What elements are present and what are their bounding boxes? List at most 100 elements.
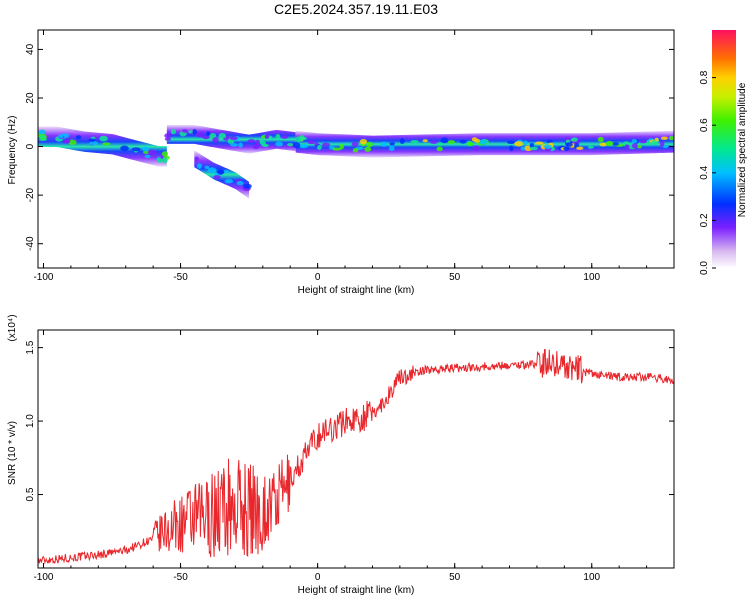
spectrogram-hotspot <box>181 129 188 133</box>
spectrogram-hotspot <box>380 141 388 147</box>
spectrogram-hotspot <box>59 133 64 139</box>
spectrogram-hotspot <box>534 141 544 145</box>
y-tick-label: 0 <box>25 143 36 149</box>
spectrogram-hotspot <box>227 139 235 144</box>
spectrogram-hotspot <box>194 156 199 162</box>
spectrogram-hotspot <box>429 140 438 144</box>
spectrogram-hotspot <box>120 145 129 151</box>
spectrogram-hotspot <box>364 146 372 152</box>
spectrogram-hotspot <box>299 144 309 149</box>
spectrogram-hotspot <box>131 147 141 152</box>
colorbar-tick-label: 0.0 <box>699 261 710 275</box>
spectrogram-hotspot <box>224 179 234 184</box>
spectrogram-hotspot <box>529 146 538 151</box>
spectrogram-hotspot <box>651 140 658 145</box>
spectrogram-hotspot <box>217 169 225 175</box>
colorbar: 0.0 0.2 0.4 0.6 0.8 Normalized spectral ampl… <box>699 30 748 275</box>
spectrogram-hotspot <box>447 140 456 144</box>
spectrogram-hotspot <box>352 148 359 153</box>
spectrogram-hotspot <box>639 139 647 144</box>
x-tick-label: 50 <box>449 272 461 283</box>
spectrogram-hotspot <box>263 143 269 148</box>
spectrogram-hotspot <box>322 142 330 147</box>
spectrogram-hotspot <box>466 141 474 147</box>
spectrogram-hotspot <box>102 142 111 146</box>
x-tick-label: 100 <box>583 572 600 583</box>
spectrogram-hotspot <box>523 140 528 145</box>
spectrogram-hotspot <box>410 139 419 144</box>
colorbar-tick-label: 0.4 <box>699 165 710 179</box>
spectrogram-hotspot <box>636 145 643 149</box>
spectrogram-hotspot <box>474 138 481 143</box>
spectrogram-hotspot <box>157 157 163 163</box>
spectrogram-hotspot <box>388 145 395 152</box>
spectrogram-hotspot <box>546 139 553 144</box>
y-tick-label: 20 <box>25 92 36 104</box>
spectrogram-band <box>38 126 167 167</box>
colorbar-tick-label: 0.6 <box>699 118 710 132</box>
colorbar-gradient <box>712 30 736 268</box>
spectrogram-hotspot <box>389 142 395 146</box>
colorbar-tick-label: 0.2 <box>699 213 710 227</box>
spectrogram-hotspot <box>238 142 243 148</box>
x-tick-label: -50 <box>173 272 188 283</box>
spectrogram-hotspot <box>351 141 359 147</box>
spectrogram-hotspot <box>422 139 428 143</box>
spectrogram-hotspot <box>437 142 444 146</box>
y-tick-label: 1.0 <box>25 414 36 428</box>
x-tick-label: -50 <box>173 572 188 583</box>
spectrogram-hotspot <box>147 149 157 156</box>
x-tick-label: 50 <box>449 572 461 583</box>
spectrogram-hotspot <box>196 163 202 169</box>
spectrogram-hotspot <box>509 145 514 152</box>
snr-series-line <box>38 349 674 566</box>
spectrogram-hotspot <box>479 139 488 145</box>
spectrogram-hotspot <box>255 139 261 146</box>
spectrogram-hotspot <box>280 135 289 139</box>
spectrogram-hotspot <box>213 175 221 180</box>
spectrogram-hotspot <box>243 183 252 189</box>
y-tick-label: 0.5 <box>25 487 36 501</box>
y-tick-label: -40 <box>25 236 36 251</box>
spectrogram-hotspot <box>264 134 270 139</box>
spectrogram-hotspot <box>206 131 211 136</box>
spectrogram-hotspot <box>75 135 82 140</box>
spectrogram-y-axis: -40 -20 0 20 40 <box>25 43 674 251</box>
spectrogram-hotspot <box>99 135 108 142</box>
snr-y-scale-label: (x10⁴) <box>7 314 18 341</box>
spectrogram-hotspot <box>571 137 578 142</box>
spectrogram-hotspot <box>565 142 573 147</box>
spectrogram-hotspots <box>38 128 674 191</box>
spectrogram-hotspot <box>295 136 303 143</box>
spectrogram-hotspot <box>141 146 150 152</box>
spectrogram-hotspot <box>212 136 219 143</box>
spectrogram-hotspot <box>307 140 316 145</box>
spectrogram-hotspot <box>366 141 373 148</box>
spectrogram-hotspot <box>587 145 594 149</box>
spectrogram-hotspot <box>563 146 570 152</box>
spectrogram-hotspot <box>260 135 266 139</box>
spectrogram-hotspot <box>207 167 217 174</box>
y-tick-label: 40 <box>25 43 36 55</box>
spectrogram-hotspot <box>192 128 197 135</box>
spectrogram-hotspot <box>275 133 281 140</box>
colorbar-label: Normalized spectral amplitude <box>737 82 748 217</box>
spectrogram-hotspot <box>399 138 405 145</box>
spectrogram-hotspot <box>275 141 283 147</box>
spectrogram-hotspot <box>659 140 665 147</box>
spectrogram-hotspot <box>506 140 516 145</box>
spectrogram-hotspot <box>89 140 98 146</box>
colorbar-ticks: 0.0 0.2 0.4 0.6 0.8 <box>699 70 716 275</box>
spectrogram-hotspot <box>631 139 638 144</box>
x-tick-label: 0 <box>315 572 321 583</box>
y-tick-label: -20 <box>25 187 36 202</box>
spectrogram-hotspot <box>576 146 584 150</box>
snr-panel: -100 -50 0 50 100 0.5 1.0 1.5 Height of straig… <box>7 314 675 596</box>
spectrogram-hotspot <box>164 137 171 141</box>
spectrogram-hotspot <box>287 143 294 147</box>
spectrogram-hotspot <box>436 146 443 152</box>
spectrogram-hotspot <box>612 142 619 146</box>
spectrogram-hotspot <box>38 135 46 139</box>
spectrogram-hotspot <box>597 136 604 143</box>
